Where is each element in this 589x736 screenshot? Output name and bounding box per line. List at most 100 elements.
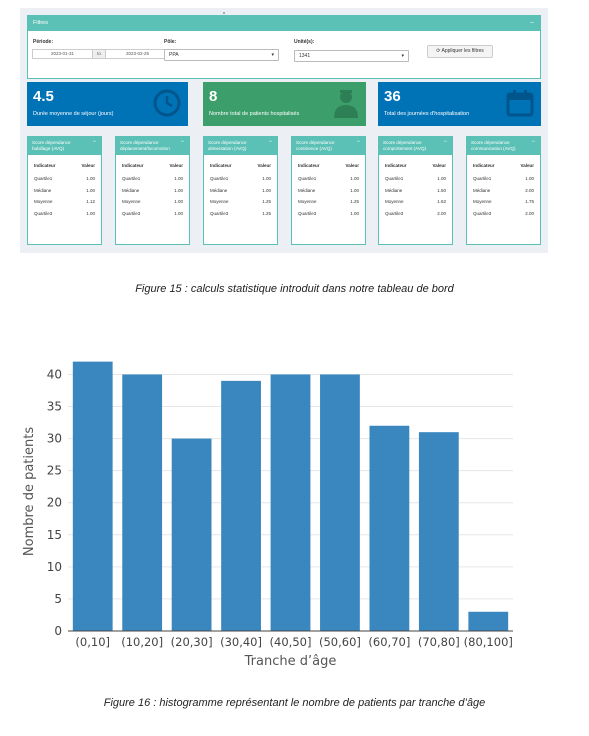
- table-row: Quartile3 1.25: [204, 208, 277, 220]
- bar: [419, 432, 459, 631]
- table-header-row: Indicateur Valeur: [292, 161, 365, 173]
- table-header-row: Indicateur Valeur: [28, 161, 101, 173]
- y-tick-label: 25: [47, 464, 62, 478]
- value-cell: 1.62: [419, 196, 452, 208]
- table-row: Moyenne 1.25: [292, 196, 365, 208]
- unite-select[interactable]: 1341 ▾: [294, 50, 409, 62]
- y-tick-label: 20: [47, 496, 62, 510]
- minus-icon[interactable]: −: [531, 140, 535, 146]
- x-axis-label: Tranche d’âge: [244, 654, 337, 669]
- minus-icon[interactable]: −: [530, 16, 534, 31]
- score-table: Indicateur Valeur Quartile1 1.00 Médiane 1.00…: [116, 161, 189, 219]
- minus-icon[interactable]: −: [180, 140, 184, 146]
- indicator-cell: Moyenne: [292, 196, 332, 208]
- column-header: Valeur: [332, 161, 365, 173]
- minus-icon[interactable]: −: [356, 140, 360, 146]
- minus-icon[interactable]: −: [268, 140, 272, 146]
- filter-box: Filtres − Période: 2023-01-31 to 2023-02…: [27, 15, 541, 79]
- table-row: Moyenne 1.62: [379, 196, 452, 208]
- table-row: Quartile1 1.00: [467, 173, 540, 185]
- value-box-number: 8: [209, 88, 217, 105]
- table-row: Quartile1 1.00: [379, 173, 452, 185]
- date-end-input[interactable]: 2023-02-25: [105, 49, 170, 59]
- table-row: Quartile1 1.00: [204, 173, 277, 185]
- x-tick-label: (0,10]: [75, 635, 110, 649]
- score-box: Score dépendance communication (AVQ) − Ind…: [466, 136, 541, 245]
- indicator-cell: Médiane: [379, 185, 419, 197]
- clock-icon: [152, 88, 182, 118]
- value-cell: 1.00: [156, 173, 189, 185]
- column-header: Indicateur: [467, 161, 507, 173]
- score-box-title: Score dépendance continence (AVQ): [296, 140, 354, 151]
- table-row: Médiane 1.00: [28, 185, 101, 197]
- y-tick-label: 15: [47, 528, 62, 542]
- table-header-row: Indicateur Valeur: [204, 161, 277, 173]
- indicator-cell: Quartile3: [292, 208, 332, 220]
- score-table: Indicateur Valeur Quartile1 1.00 Médiane 2.00…: [467, 161, 540, 219]
- unite-value: 1341: [299, 53, 310, 59]
- bar: [73, 362, 113, 631]
- x-tick-label: (80,100]: [464, 635, 513, 649]
- column-header: Indicateur: [204, 161, 244, 173]
- value-cell: 1.00: [68, 185, 101, 197]
- x-tick-label: (60,70]: [368, 635, 410, 649]
- bar: [369, 426, 409, 631]
- indicator-cell: Quartile1: [28, 173, 68, 185]
- minus-icon[interactable]: −: [443, 140, 447, 146]
- indicator-cell: Médiane: [292, 185, 332, 197]
- value-box-label: Total des journées d'hospitalisation: [384, 111, 469, 117]
- value-cell: 1.25: [244, 208, 277, 220]
- date-start-input[interactable]: 2023-01-31: [32, 49, 93, 59]
- score-box-header: Score dépendance communication (AVQ) −: [467, 137, 540, 155]
- figure-15-caption: Figure 15 : calculs statistique introdui…: [0, 283, 589, 295]
- value-box-duree: 4.5 Durée moyenne de séjour (jours): [27, 82, 188, 126]
- y-tick-label: 30: [47, 432, 62, 446]
- value-cell: 1.00: [156, 208, 189, 220]
- score-box-header: Score dépendance habillage (AVQ) −: [28, 137, 101, 155]
- score-box: Score dépendance déplacement/locomotion −…: [115, 136, 190, 245]
- chevron-down-icon: ▾: [401, 51, 404, 61]
- dashboard-screenshot: Filtres − Période: 2023-01-31 to 2023-02…: [20, 8, 548, 253]
- y-axis-label: Nombre de patients: [22, 427, 37, 556]
- table-row: Moyenne 1.25: [204, 196, 277, 208]
- score-box-header: Score dépendance continence (AVQ) −: [292, 137, 365, 155]
- x-tick-label: (20,30]: [171, 635, 213, 649]
- indicator-cell: Quartile1: [292, 173, 332, 185]
- indicator-cell: Médiane: [204, 185, 244, 197]
- score-box-title: Score dépendance alimentation (AVQ): [208, 140, 266, 151]
- indicator-cell: Quartile3: [467, 208, 507, 220]
- apply-filters-button[interactable]: ⟳ Appliquer les filtres: [427, 45, 493, 58]
- column-header: Valeur: [68, 161, 101, 173]
- indicator-cell: Quartile3: [204, 208, 244, 220]
- filter-title: Filtres: [33, 20, 48, 26]
- table-row: Quartile3 2.00: [379, 208, 452, 220]
- value-box-journees: 36 Total des journées d'hospitalisation: [378, 82, 541, 126]
- y-tick-label: 35: [47, 400, 62, 414]
- value-box-number: 4.5: [33, 88, 54, 105]
- minus-icon[interactable]: −: [92, 140, 96, 146]
- bar: [468, 612, 508, 631]
- score-box-title: Score dépendance comportement (AVQ): [383, 140, 441, 151]
- periode-label: Période:: [33, 39, 53, 45]
- table-row: Médiane 1.50: [379, 185, 452, 197]
- table-row: Moyenne 1.75: [467, 196, 540, 208]
- score-box: Score dépendance continence (AVQ) − Indica…: [291, 136, 366, 245]
- table-row: Quartile1 1.00: [116, 173, 189, 185]
- score-box-header: Score dépendance comportement (AVQ) −: [379, 137, 452, 155]
- column-header: Indicateur: [292, 161, 332, 173]
- y-tick-label: 5: [54, 592, 62, 606]
- bar: [320, 374, 360, 631]
- indicator-cell: Quartile3: [28, 208, 68, 220]
- column-header: Indicateur: [28, 161, 68, 173]
- score-box: Score dépendance alimentation (AVQ) − Indi…: [203, 136, 278, 245]
- value-cell: 1.25: [332, 196, 365, 208]
- value-cell: 1.00: [332, 208, 365, 220]
- value-cell: 1.12: [68, 196, 101, 208]
- indicator-cell: Quartile3: [116, 208, 156, 220]
- table-row: Quartile3 1.00: [292, 208, 365, 220]
- column-header: Valeur: [156, 161, 189, 173]
- value-cell: 1.75: [507, 196, 540, 208]
- value-cell: 1.00: [244, 173, 277, 185]
- pole-select[interactable]: PPA ▾: [164, 49, 279, 61]
- value-cell: 1.00: [156, 185, 189, 197]
